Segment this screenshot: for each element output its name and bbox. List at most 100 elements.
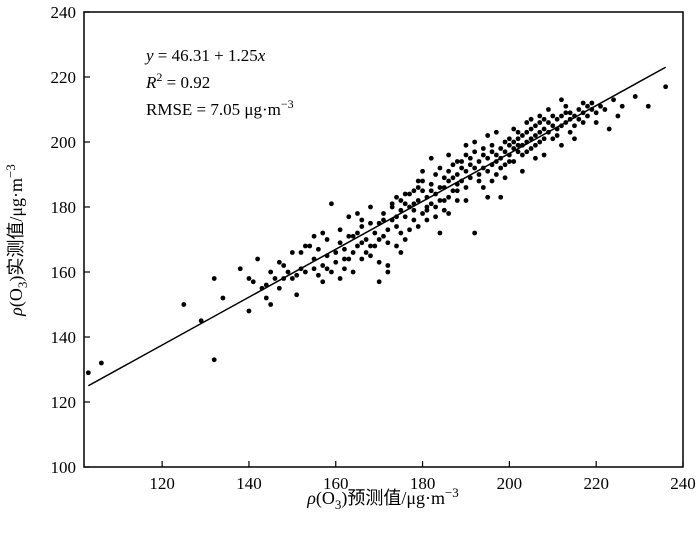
data-point bbox=[411, 207, 417, 213]
data-point bbox=[424, 207, 430, 213]
data-point bbox=[181, 302, 187, 307]
data-point bbox=[472, 149, 478, 155]
data-point bbox=[541, 126, 547, 132]
data-point bbox=[602, 107, 608, 112]
data-point bbox=[498, 146, 504, 151]
data-point bbox=[285, 269, 291, 275]
data-point bbox=[463, 168, 469, 174]
data-point bbox=[611, 97, 616, 103]
data-point bbox=[437, 165, 443, 171]
plot-frame bbox=[83, 11, 684, 468]
data-point bbox=[519, 133, 525, 138]
data-point bbox=[350, 233, 356, 239]
data-point bbox=[576, 107, 582, 112]
data-point bbox=[463, 198, 469, 203]
data-point bbox=[472, 165, 478, 171]
data-point bbox=[515, 142, 521, 148]
data-point bbox=[320, 230, 326, 236]
data-point bbox=[415, 224, 421, 229]
data-point bbox=[524, 149, 530, 155]
y-tick-label: 240 bbox=[51, 3, 77, 22]
data-point bbox=[246, 308, 252, 314]
data-point bbox=[342, 246, 347, 252]
x-tick-label: 120 bbox=[149, 474, 175, 493]
data-point bbox=[320, 279, 326, 285]
data-point bbox=[337, 240, 343, 246]
data-point bbox=[311, 233, 317, 239]
data-point bbox=[446, 211, 452, 216]
data-point bbox=[519, 168, 525, 174]
data-point bbox=[463, 142, 469, 148]
data-point bbox=[281, 263, 287, 268]
data-point bbox=[359, 217, 365, 223]
data-point bbox=[368, 220, 373, 226]
data-point bbox=[463, 185, 469, 190]
data-point bbox=[220, 295, 226, 301]
data-point bbox=[415, 178, 421, 184]
data-point bbox=[528, 116, 534, 122]
data-point bbox=[237, 266, 243, 272]
data-point bbox=[298, 250, 304, 255]
data-point bbox=[541, 136, 547, 142]
data-point bbox=[489, 142, 495, 148]
data-point bbox=[528, 136, 534, 142]
data-point bbox=[537, 129, 543, 135]
data-point bbox=[550, 123, 556, 129]
data-point bbox=[433, 172, 438, 177]
data-point bbox=[585, 103, 590, 109]
data-point bbox=[329, 269, 334, 275]
data-point bbox=[493, 172, 499, 177]
data-point bbox=[506, 136, 512, 142]
data-point bbox=[311, 266, 317, 272]
data-point bbox=[394, 224, 399, 229]
data-point bbox=[250, 279, 256, 285]
data-point bbox=[337, 227, 343, 233]
data-point bbox=[459, 159, 465, 164]
data-point bbox=[415, 198, 421, 203]
data-point bbox=[368, 204, 373, 210]
data-point bbox=[606, 126, 612, 132]
data-point bbox=[537, 139, 543, 145]
data-point bbox=[376, 237, 382, 242]
data-point bbox=[450, 188, 456, 194]
data-point bbox=[502, 149, 508, 155]
data-point bbox=[515, 149, 521, 155]
data-point bbox=[450, 175, 456, 181]
data-point bbox=[315, 246, 321, 252]
data-point bbox=[493, 152, 499, 158]
data-point bbox=[489, 149, 495, 155]
y-tick-label: 220 bbox=[51, 68, 77, 87]
data-point bbox=[415, 185, 421, 190]
data-point bbox=[302, 269, 308, 275]
data-point bbox=[437, 198, 443, 203]
data-point bbox=[593, 120, 599, 125]
data-point bbox=[454, 188, 460, 194]
data-point bbox=[324, 237, 330, 242]
data-point bbox=[563, 103, 569, 109]
data-point bbox=[498, 165, 504, 171]
data-point bbox=[533, 155, 538, 161]
data-point bbox=[350, 269, 356, 275]
x-tick-label: 200 bbox=[497, 474, 523, 493]
data-point bbox=[485, 155, 491, 161]
data-point bbox=[524, 120, 530, 125]
data-point bbox=[546, 120, 551, 125]
data-point bbox=[372, 243, 378, 249]
data-point bbox=[398, 230, 404, 236]
data-point bbox=[533, 133, 538, 138]
y-axis-ticks: 100 120 140 160 180 200 220 240 bbox=[51, 3, 90, 477]
data-point bbox=[402, 191, 408, 197]
data-point bbox=[528, 146, 534, 151]
data-point bbox=[428, 181, 434, 187]
data-point bbox=[533, 142, 538, 148]
data-point bbox=[276, 285, 282, 291]
data-point bbox=[615, 113, 621, 119]
y-tick-label: 100 bbox=[51, 458, 77, 477]
data-point bbox=[537, 120, 543, 125]
x-tick-label: 160 bbox=[323, 474, 349, 493]
data-point bbox=[632, 94, 638, 99]
data-point bbox=[480, 146, 486, 151]
data-point bbox=[476, 172, 482, 177]
data-point bbox=[515, 129, 521, 135]
data-point bbox=[446, 178, 452, 184]
